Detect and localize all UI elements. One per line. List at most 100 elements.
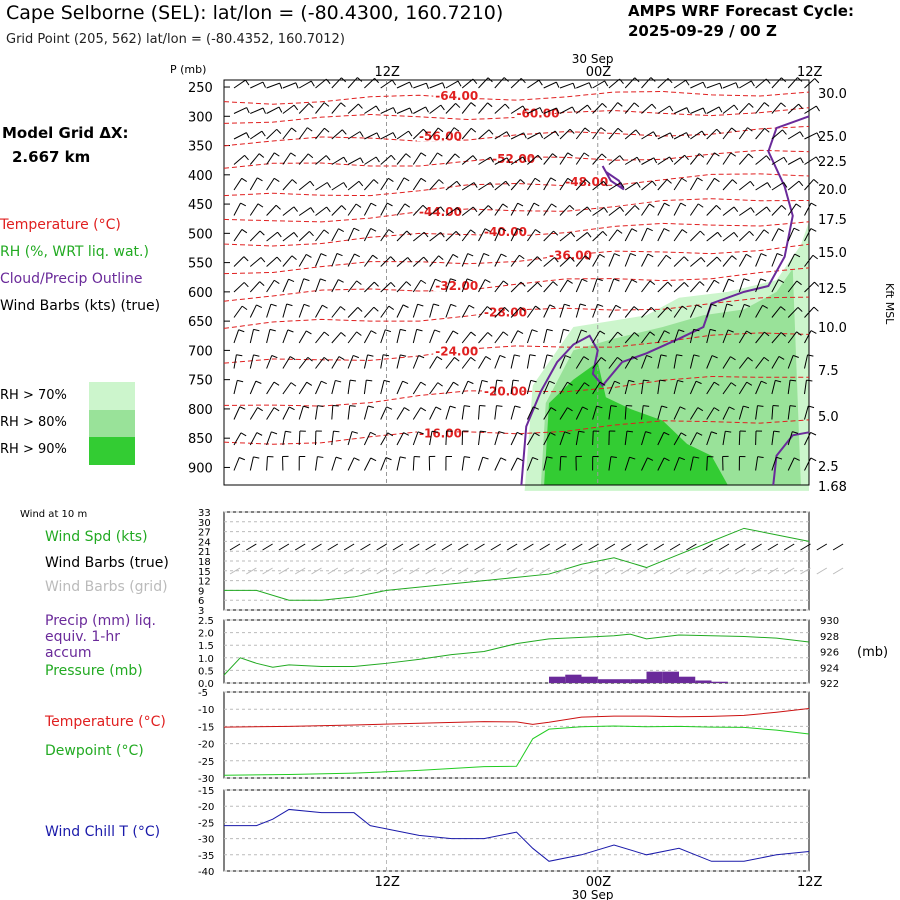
wind-barb-flag — [781, 77, 787, 83]
wind-barb — [298, 180, 315, 191]
wind-barb — [429, 104, 445, 114]
wind-barb — [804, 254, 818, 267]
wind-barb — [331, 456, 342, 471]
wind-barb — [722, 82, 739, 89]
wind-barb-staff — [494, 307, 505, 318]
wind-barb-flag — [584, 127, 590, 133]
wind-barb — [396, 354, 407, 369]
wind-barb-staff — [298, 405, 304, 420]
surface-wind-barb-grid — [311, 567, 322, 575]
wind-barb — [722, 232, 739, 242]
wind-barb-staff — [706, 279, 715, 293]
wind-barb-staff — [510, 78, 522, 89]
wind-barb-staff — [559, 106, 573, 114]
wind-barb-flag — [537, 154, 543, 161]
wind-barb-flag — [685, 79, 690, 86]
wind-barb-staff — [787, 431, 793, 446]
wind-barb-flag — [697, 407, 704, 412]
wind-barb-flag — [256, 432, 263, 436]
wind-barb-flag — [532, 457, 539, 461]
wind-barb-staff — [249, 153, 260, 165]
wind-barb-staff — [412, 231, 425, 242]
wind-barb — [282, 329, 294, 344]
wind-barb-staff — [787, 77, 798, 89]
wind-barb-flag — [534, 432, 540, 437]
wind-barb — [445, 231, 461, 242]
wind-barb-flag — [619, 155, 624, 161]
wind-barb — [722, 179, 738, 191]
wind-barb-flag — [499, 354, 506, 359]
chill-frame — [223, 789, 810, 872]
wind-barb — [510, 354, 521, 369]
wind-barb-staff — [380, 79, 393, 89]
wind-barb-flag — [634, 332, 640, 337]
wind-barb — [673, 305, 688, 318]
wind-barb-flag — [286, 303, 293, 307]
wind-barb-staff — [445, 80, 459, 89]
isotherm-label: -36.00 — [549, 248, 592, 262]
wind-barb — [282, 206, 299, 216]
wind-barb — [722, 278, 735, 293]
wind-barb — [575, 356, 590, 369]
wind-barb-staff — [657, 281, 669, 293]
wind-barb — [461, 127, 477, 140]
wind-barb-flag — [253, 456, 260, 459]
wind-barb-flag — [452, 330, 459, 335]
wind-barb — [282, 82, 299, 89]
wind-barb-staff — [331, 102, 342, 114]
wind-barb-staff — [510, 202, 519, 216]
time-tick-top: 00Z — [586, 65, 612, 80]
wind-barb-flag — [425, 106, 429, 113]
wind-barb-staff — [641, 307, 652, 318]
wind-barb-staff — [315, 278, 321, 293]
wind-barb-flag — [667, 78, 673, 84]
wind-barb-staff — [396, 407, 405, 420]
wind-barb-flag — [653, 157, 658, 164]
wind-barb-staff — [592, 357, 602, 369]
wind-barb — [315, 356, 330, 369]
wind-barb — [478, 379, 488, 395]
wind-barb-flag — [614, 253, 621, 257]
pressure-tick-label: 900 — [188, 461, 213, 476]
chill-tick-label: -20 — [198, 802, 214, 813]
wind-barb — [380, 202, 393, 216]
wind-barb — [706, 355, 718, 369]
wind-barb — [559, 303, 571, 318]
wind-barb-flag — [420, 279, 427, 284]
wind-barb-staff — [592, 103, 603, 114]
wind-barb-staff — [755, 253, 762, 267]
wind-barb-staff — [592, 127, 602, 140]
wind-barb-flag — [489, 182, 494, 188]
surface-wind-barb — [751, 543, 762, 551]
wind-barb-flag — [323, 331, 330, 337]
wind-barb — [347, 457, 360, 471]
wind-barb-flag — [569, 128, 575, 134]
wind-barb-flag — [335, 456, 342, 460]
wind-barb — [722, 382, 737, 395]
wind-barb — [347, 227, 360, 242]
wind-barb-flag — [810, 202, 817, 207]
isotherm-label-bg — [417, 130, 457, 142]
wind-barb-flag — [746, 381, 753, 386]
wind-barb — [266, 128, 282, 140]
wind-barb-flag — [457, 80, 462, 87]
wind-barb-flag — [546, 354, 553, 357]
wind-barb-flag — [370, 457, 377, 462]
isotherm-label: -20.00 — [484, 384, 527, 398]
wind-barb — [559, 231, 576, 242]
precip-tick-label: 2.5 — [198, 616, 214, 627]
wind-barb-staff — [233, 107, 247, 114]
wind-barb-flag — [512, 379, 519, 382]
wind-barb-staff — [657, 179, 668, 191]
wind-barb — [804, 179, 819, 191]
wind-barb-staff — [690, 230, 701, 242]
wind-barb-staff — [412, 355, 420, 369]
wind-barb-staff — [494, 253, 502, 267]
wind-barb-flag — [353, 457, 360, 461]
wind-barb-flag — [696, 304, 703, 308]
wind-barb-staff — [363, 405, 369, 420]
wind-barb — [575, 127, 590, 140]
surface-wind-barb-grid — [360, 567, 371, 575]
wind-barb-staff — [526, 229, 536, 242]
wind-barb-flag — [643, 405, 650, 407]
